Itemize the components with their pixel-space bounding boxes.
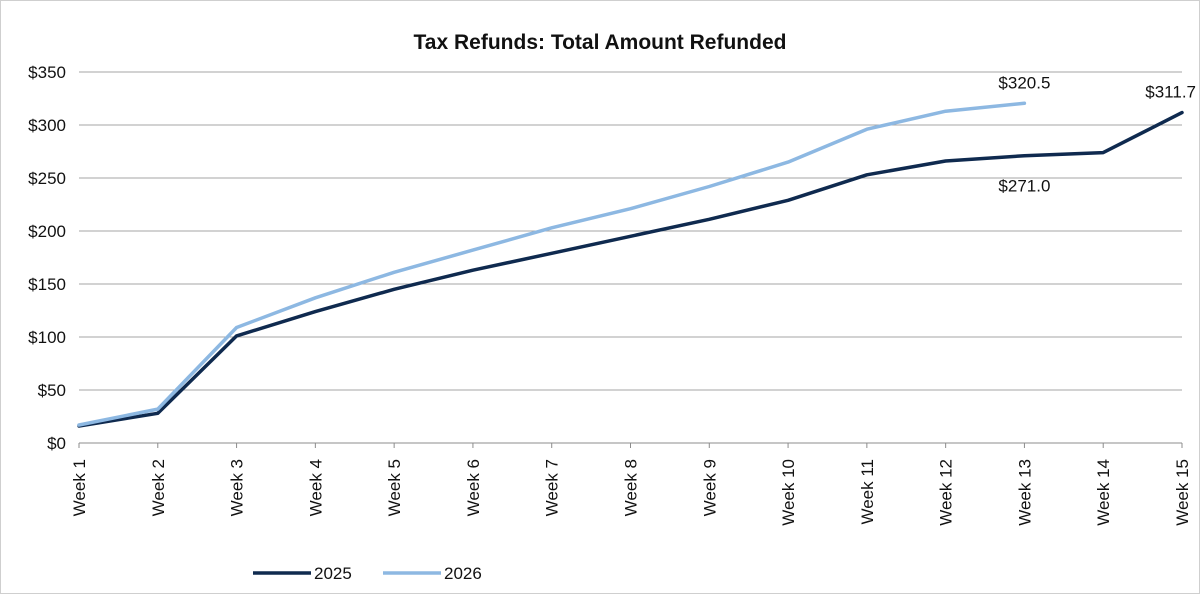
chart-title: Tax Refunds: Total Amount Refunded (414, 31, 787, 54)
x-tick-label: Week 6 (464, 459, 483, 516)
x-axis-ticks: Week 1 Week 2 Week 3 Week 4 Week 5 Week 6 Week… (70, 443, 1192, 526)
y-axis-ticks: $0 $50 $100 $150 $200 $250 $300 $350 (28, 63, 66, 453)
legend-label-2025: 2025 (314, 564, 352, 583)
data-label: $320.5 (998, 73, 1050, 92)
legend-label-2026: 2026 (444, 564, 482, 583)
series-line-2025 (77, 110, 1184, 428)
x-tick-label: Week 1 (70, 459, 89, 516)
x-tick-label: Week 10 (779, 459, 798, 526)
legend: 2025 2026 (253, 564, 482, 583)
x-tick-label: Week 8 (622, 459, 641, 516)
y-tick-label: $50 (38, 381, 66, 400)
y-tick-label: $350 (28, 63, 66, 82)
x-tick-label: Week 11 (858, 459, 877, 525)
data-labels: $320.5 $311.7 $271.0 (998, 73, 1196, 195)
series-lines (77, 101, 1184, 428)
x-tick-label: Week 2 (149, 459, 168, 516)
y-tick-label: $300 (28, 116, 66, 135)
data-label: $271.0 (998, 177, 1050, 196)
y-tick-label: $200 (28, 222, 66, 241)
y-tick-label: $150 (28, 275, 66, 294)
x-tick-label: Week 5 (385, 459, 404, 516)
series-line-2026 (77, 101, 1027, 427)
data-label: $311.7 (1145, 83, 1196, 102)
x-tick-label: Week 15 (1173, 459, 1192, 526)
x-tick-label: Week 13 (1015, 459, 1034, 526)
x-tick-label: Week 9 (700, 459, 719, 516)
y-tick-label: $100 (28, 328, 66, 347)
x-tick-label: Week 14 (1094, 459, 1113, 526)
y-tick-label: $0 (47, 434, 66, 453)
x-tick-label: Week 4 (306, 459, 325, 516)
x-tick-label: Week 12 (937, 459, 956, 526)
gridlines (79, 71, 1182, 444)
x-tick-label: Week 3 (228, 459, 247, 516)
x-tick-label: Week 7 (543, 459, 562, 516)
y-tick-label: $250 (28, 169, 66, 188)
